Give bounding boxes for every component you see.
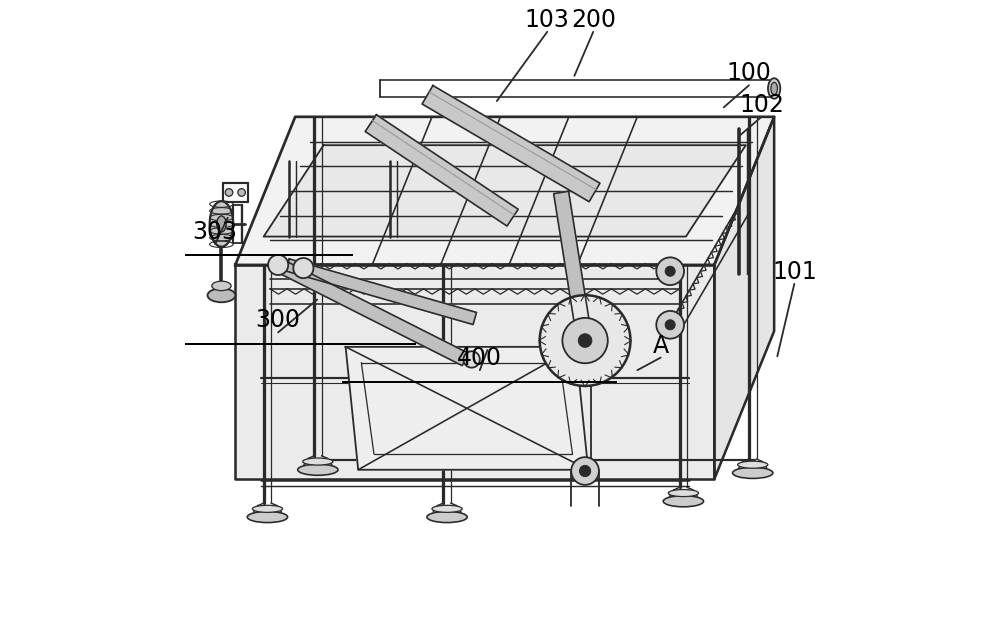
Text: 400: 400 [457,346,502,370]
Circle shape [656,257,684,285]
Circle shape [571,457,599,485]
Polygon shape [365,115,518,226]
Text: 200: 200 [571,8,616,32]
Ellipse shape [252,505,283,512]
Ellipse shape [733,467,773,478]
Circle shape [562,318,608,363]
Circle shape [268,255,288,275]
Ellipse shape [427,511,467,523]
Ellipse shape [298,464,338,476]
Ellipse shape [668,490,699,497]
Ellipse shape [771,83,777,95]
Circle shape [225,189,233,196]
Text: 101: 101 [772,260,817,284]
Circle shape [293,258,313,278]
Polygon shape [275,258,468,366]
Ellipse shape [738,461,768,468]
Text: A: A [653,333,669,358]
Polygon shape [235,117,774,265]
Text: 100: 100 [727,62,771,85]
Circle shape [656,311,684,338]
Circle shape [463,351,480,368]
Polygon shape [554,191,591,332]
Polygon shape [264,145,746,237]
Text: 103: 103 [525,8,570,32]
Polygon shape [286,259,477,324]
Circle shape [540,295,630,386]
Ellipse shape [217,216,226,232]
Circle shape [665,266,675,276]
Circle shape [579,465,591,477]
Polygon shape [714,117,774,479]
Text: 102: 102 [739,93,784,117]
Circle shape [578,334,592,347]
Ellipse shape [432,505,462,512]
Ellipse shape [212,281,231,291]
Text: 303: 303 [193,220,238,244]
Circle shape [238,189,245,196]
Polygon shape [346,347,588,470]
Ellipse shape [303,458,333,465]
Ellipse shape [208,288,235,302]
Text: 300: 300 [256,309,301,332]
Ellipse shape [210,201,233,247]
Ellipse shape [247,511,288,523]
Ellipse shape [663,496,704,507]
Ellipse shape [768,78,780,98]
Circle shape [665,320,675,330]
Polygon shape [235,265,714,479]
Polygon shape [422,86,600,202]
